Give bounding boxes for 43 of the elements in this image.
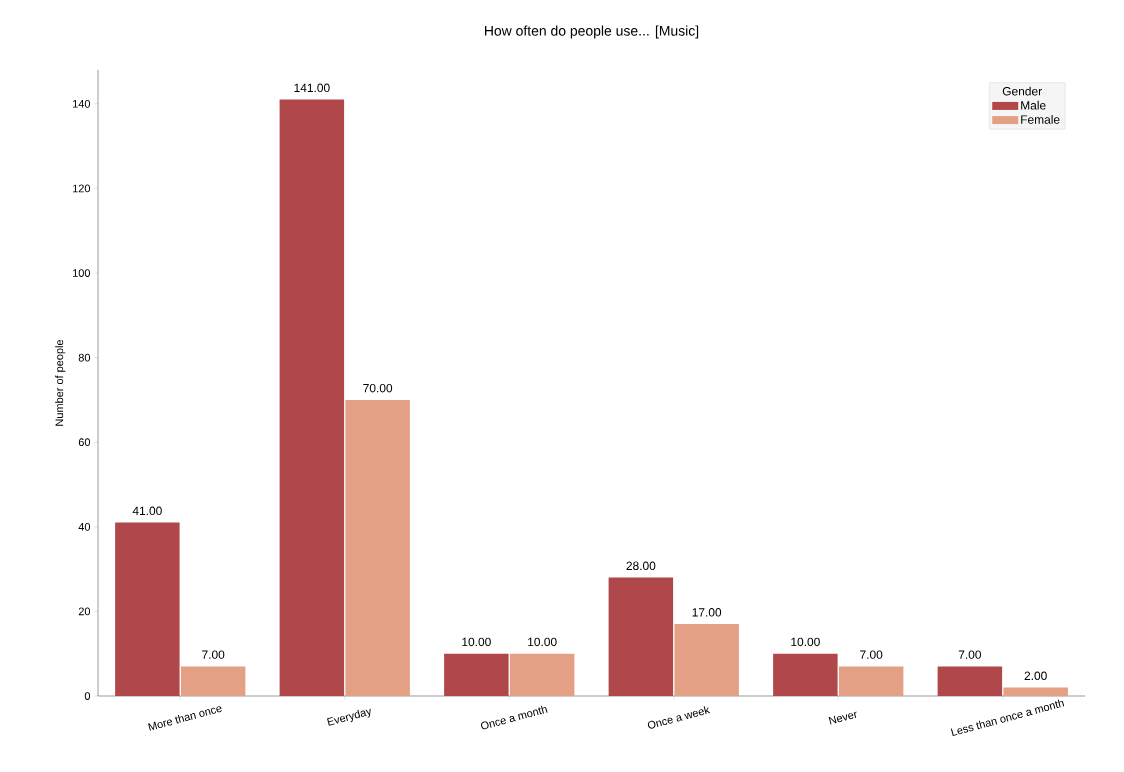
data-label: 10.00 (462, 637, 491, 647)
x-tick-label: Everyday (327, 708, 371, 726)
bar (773, 653, 838, 696)
x-tick-label: Never (828, 711, 857, 725)
bar (674, 624, 739, 696)
bar (180, 666, 246, 696)
data-label: 10.00 (528, 637, 557, 647)
y-tick-label: 20 (78, 607, 91, 616)
y-tick-label: 60 (78, 438, 91, 447)
data-label: 7.00 (202, 650, 225, 659)
data-label: 70.00 (363, 383, 393, 393)
legend-label: Male (1021, 100, 1046, 110)
y-tick-label: 120 (73, 184, 91, 193)
bar (345, 399, 410, 696)
data-label: 141.00 (294, 83, 330, 93)
bar (1003, 687, 1068, 696)
data-label: 2.00 (1024, 671, 1047, 681)
bar (115, 522, 180, 696)
bar (838, 666, 904, 696)
y-axis-title: Number of people (55, 339, 66, 426)
y-tick-label: 100 (73, 269, 91, 277)
y-tick-label: 80 (78, 353, 91, 362)
bar (937, 666, 1003, 696)
data-label: 10.00 (791, 637, 820, 647)
y-tick-label: 40 (78, 522, 91, 531)
bar (509, 653, 575, 696)
legend-title: Gender (1002, 86, 1042, 96)
x-tick-label: Once a month (481, 705, 548, 730)
data-label: 7.00 (860, 650, 883, 659)
bar (608, 577, 674, 696)
bar (444, 653, 509, 696)
data-label: 28.00 (626, 561, 656, 571)
x-tick-label: Less than once a month (950, 699, 1065, 737)
bar (279, 99, 345, 696)
data-label: 17.00 (692, 608, 722, 617)
data-label: 41.00 (132, 506, 162, 516)
data-label: 7.00 (958, 650, 982, 659)
x-tick-label: Once a week (647, 706, 711, 729)
y-tick-label: 0 (84, 692, 91, 700)
chart-title: How often do people use... [Music] (485, 25, 699, 39)
y-tick-label: 140 (73, 99, 91, 108)
x-tick-label: More than once (148, 706, 222, 731)
legend-label: Female (1021, 114, 1060, 124)
